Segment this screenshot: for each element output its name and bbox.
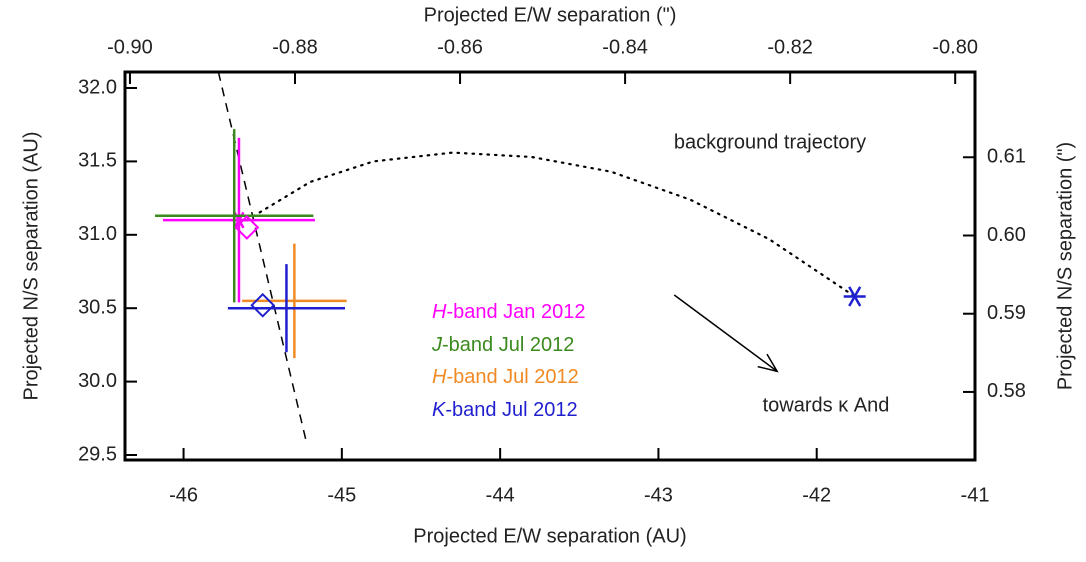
asterisk-stroke: [848, 286, 862, 307]
x-tick-label: -46: [169, 484, 198, 506]
x-tick-label: -42: [802, 484, 831, 506]
y-tick-label: 31.0: [78, 223, 117, 245]
y-tick-label: 31.5: [78, 150, 117, 172]
x2-tick-label: -0.90: [107, 36, 153, 58]
y2-tick-label: 0.58: [987, 380, 1026, 402]
y-tick-label: 29.5: [78, 443, 117, 465]
annotation: background trajectory: [674, 131, 866, 153]
star: [843, 286, 866, 307]
arrow-head: [757, 353, 779, 373]
y2-tick-label: 0.60: [987, 224, 1026, 246]
arrow: [673, 294, 778, 372]
x2-tick-label: -0.82: [767, 36, 813, 58]
y-axis-label: Projected N/S separation (AU): [20, 131, 42, 400]
y2-axis-label: Projected N/S separation ("): [1054, 142, 1076, 390]
legend: H-band Jan 2012 J-band Jul 2012 H-band Jul…: [432, 296, 585, 426]
annotation: towards κ And: [763, 394, 890, 416]
y2-tick-label: 0.61: [987, 146, 1026, 168]
x2-tick-label: -0.88: [272, 36, 318, 58]
plot-frame: [123, 70, 977, 462]
legend-entry: J-band Jul 2012: [432, 333, 575, 356]
x2-tick-label: -0.80: [932, 36, 978, 58]
diamond: [250, 292, 276, 318]
legend-entry: K-band Jul 2012: [432, 398, 578, 421]
x-axis-label: Projected E/W separation (AU): [413, 525, 686, 547]
y-tick-label: 30.5: [78, 296, 117, 318]
y-tick-label: 30.0: [78, 370, 117, 392]
legend-entry: H-band Jan 2012: [432, 301, 586, 323]
x2-tick-label: -0.84: [602, 36, 648, 58]
x-tick-label: -44: [486, 484, 515, 506]
x-tick-label: -45: [327, 484, 356, 506]
x2-tick-label: -0.86: [437, 36, 483, 58]
x-tick-label: -43: [644, 484, 673, 506]
y-tick-label: 32.0: [78, 76, 117, 98]
trajectory: [245, 151, 856, 298]
legend-entry: H-band Jul 2012: [432, 366, 579, 388]
y2-tick-label: 0.59: [987, 302, 1026, 324]
diamond: [234, 215, 260, 240]
x2-axis-label: Projected E/W separation ("): [424, 4, 677, 26]
x-tick-label: -41: [961, 484, 990, 506]
